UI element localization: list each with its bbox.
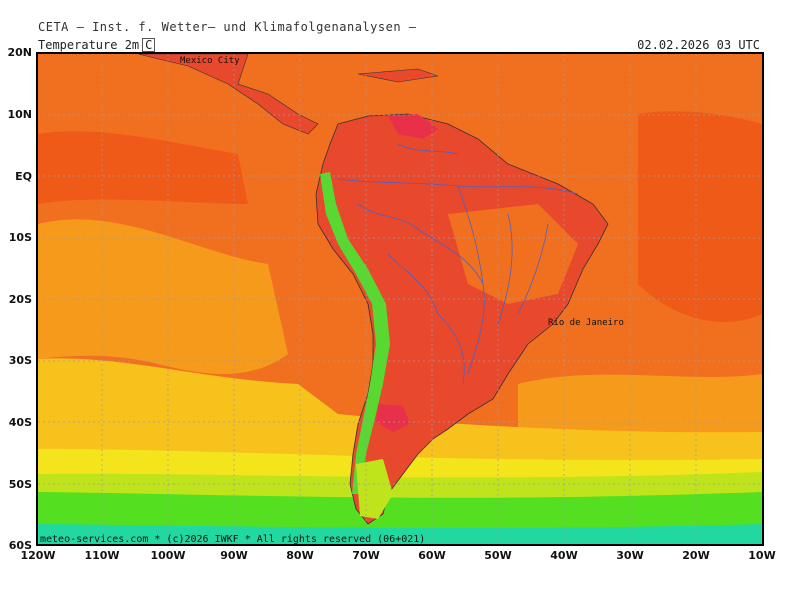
lat-label: 20N — [7, 46, 32, 59]
land-hot-spot-north — [388, 114, 438, 139]
caribbean-islands — [357, 68, 439, 83]
lat-label: 30S — [8, 354, 32, 367]
lat-label: 20S — [8, 293, 32, 306]
lon-label: 110W — [84, 549, 120, 562]
ocean-hot-patch-pacific — [38, 131, 248, 204]
lat-label: EQ — [15, 170, 32, 183]
ocean-hot-patch-east — [638, 111, 762, 323]
map-subheader: Temperature 2m C 02.02.2026 03 UTC — [36, 38, 764, 52]
temperature-map — [36, 52, 764, 546]
lon-label: 100W — [150, 549, 186, 562]
city-label-mexico-city: Mexico City — [180, 56, 240, 66]
lon-label: 40W — [550, 549, 578, 562]
lat-label: 40S — [8, 416, 32, 429]
lon-label: 10W — [748, 549, 776, 562]
lon-label: 80W — [286, 549, 314, 562]
copyright-credit: meteo-services.com * (c)2026 IWKF * All … — [40, 534, 426, 545]
lat-label: 50S — [8, 478, 32, 491]
lon-label: 20W — [682, 549, 710, 562]
city-label-rio-de-janeiro: Rio de Janeiro — [548, 318, 624, 328]
ocean-mid-band-atlantic — [518, 374, 762, 444]
variable-label: Temperature 2m C — [38, 38, 156, 52]
graticule — [38, 54, 762, 544]
lon-label: 70W — [352, 549, 380, 562]
land-hot-spot-argentina — [376, 404, 410, 432]
river-network — [337, 143, 579, 385]
lon-label: 90W — [220, 549, 248, 562]
chart-provider-title: CETA — Inst. f. Wetter— und Klimafolgena… — [38, 20, 417, 34]
variable-name: Temperature 2m — [38, 38, 140, 52]
cold-teal-band — [38, 524, 762, 544]
ocean-cool-band — [38, 358, 762, 474]
lon-label: 30W — [616, 549, 644, 562]
lat-label: 10S — [8, 231, 32, 244]
valid-time: 02.02.2026 03 UTC — [637, 38, 760, 52]
patagonia-cool — [356, 459, 393, 519]
central-america-land — [137, 54, 319, 135]
map-canvas — [38, 54, 762, 544]
lon-label: 120W — [20, 549, 56, 562]
lon-label: 60W — [418, 549, 446, 562]
lat-label: 60S — [8, 539, 32, 552]
unit-box: C — [142, 38, 156, 52]
andes-cool-strip — [320, 172, 390, 494]
lat-label: 10N — [7, 108, 32, 121]
ocean-mid-band — [38, 219, 288, 374]
lon-label: 50W — [484, 549, 512, 562]
